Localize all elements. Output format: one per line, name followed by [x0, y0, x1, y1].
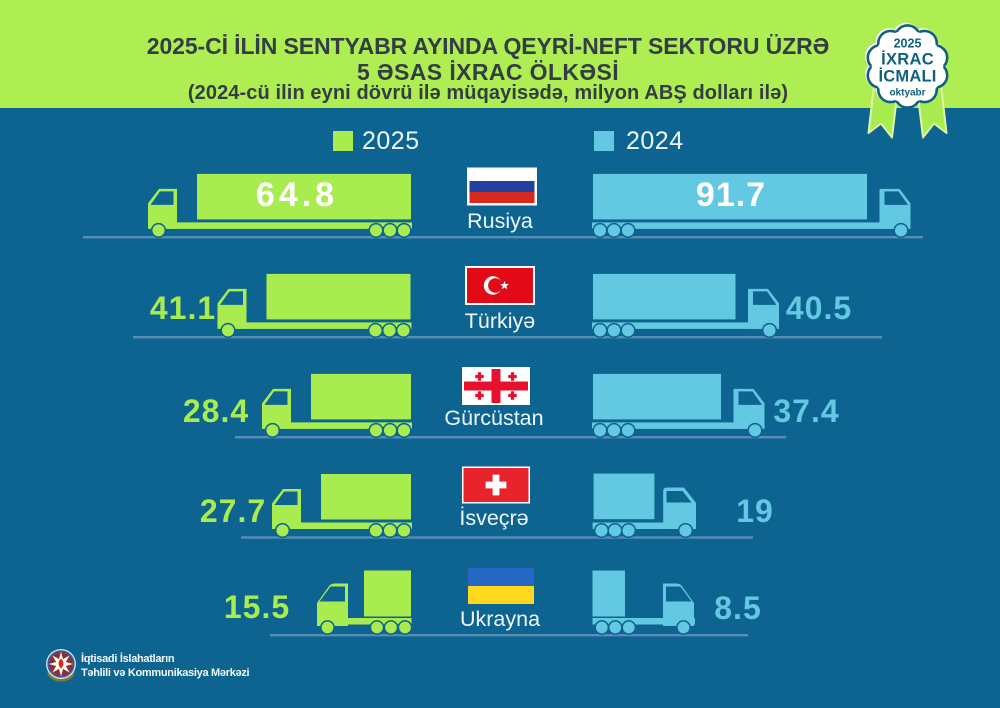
svg-text:2025: 2025: [894, 37, 922, 51]
svg-text:oktyabr: oktyabr: [889, 88, 925, 99]
svg-text:İCMALI: İCMALI: [878, 68, 936, 86]
svg-text:İXRAC: İXRAC: [881, 51, 934, 69]
